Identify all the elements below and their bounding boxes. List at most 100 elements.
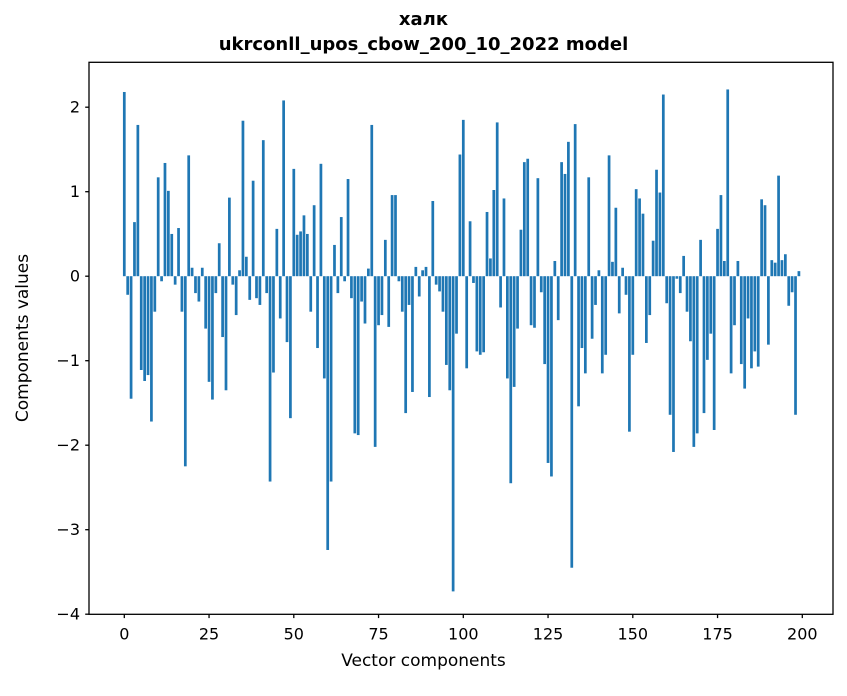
chart-title-line1: халк <box>398 9 449 30</box>
bar-component-120 <box>529 276 533 326</box>
bar-component-152 <box>638 198 641 277</box>
bar-component-80 <box>394 195 397 277</box>
bar-component-27 <box>214 276 218 294</box>
bar-component-83 <box>404 276 408 414</box>
bar-component-11 <box>160 276 163 282</box>
bar-component-153 <box>641 213 645 277</box>
bar-component-100 <box>461 119 465 277</box>
bar-component-39 <box>255 276 258 299</box>
x-axis-label: Vector components <box>341 651 506 671</box>
bar-component-140 <box>597 270 601 277</box>
bar-component-34 <box>238 270 241 277</box>
bar-component-115 <box>512 276 516 387</box>
bar-component-179 <box>729 276 733 374</box>
bar-component-178 <box>726 89 730 277</box>
bar-component-19 <box>187 155 191 277</box>
y-tick-label: 2 <box>70 98 80 117</box>
bar-component-149 <box>628 276 631 432</box>
bar-component-35 <box>241 120 245 277</box>
bar-component-99 <box>458 154 462 277</box>
bar-component-183 <box>743 276 747 389</box>
bar-component-161 <box>668 276 672 415</box>
bar-component-3 <box>133 222 136 277</box>
bar-component-185 <box>750 276 753 369</box>
bar-component-139 <box>594 276 597 305</box>
bar-component-182 <box>739 276 743 365</box>
bar-component-177 <box>722 260 726 277</box>
bar-component-112 <box>502 198 506 277</box>
bar-component-130 <box>563 173 567 277</box>
bar-component-146 <box>617 276 621 314</box>
bar-component-86 <box>414 266 418 277</box>
bar-component-62 <box>333 244 336 277</box>
bar-component-175 <box>716 228 719 277</box>
bar-component-154 <box>645 276 648 343</box>
bar-component-116 <box>516 276 519 329</box>
bar-component-42 <box>265 276 269 294</box>
bar-component-194 <box>780 260 784 277</box>
bar-component-50 <box>292 168 296 277</box>
bar-component-67 <box>350 276 353 299</box>
bar-component-107 <box>485 211 489 277</box>
bar-component-16 <box>177 228 180 277</box>
bar-component-163 <box>675 276 679 279</box>
bar-component-6 <box>143 276 146 381</box>
bar-component-188 <box>760 199 763 277</box>
bar-component-88 <box>421 270 424 277</box>
bar-component-97 <box>451 276 455 592</box>
bar-component-196 <box>787 276 791 306</box>
bar-component-37 <box>248 276 252 300</box>
bar-component-4 <box>136 124 140 277</box>
bar-component-108 <box>489 258 492 277</box>
y-tick-label: 1 <box>70 182 80 201</box>
bar-component-198 <box>794 276 797 415</box>
bar-component-93 <box>438 276 441 292</box>
y-tick-label: −1 <box>56 351 80 370</box>
bar-component-60 <box>326 276 330 550</box>
bar-component-44 <box>272 276 275 373</box>
bar-component-55 <box>309 276 313 312</box>
bar-component-118 <box>522 162 526 277</box>
bar-component-167 <box>689 276 692 342</box>
bar-component-66 <box>346 179 350 277</box>
y-tick-label: −4 <box>56 605 80 624</box>
bar-component-79 <box>390 195 394 277</box>
bar-component-184 <box>746 276 750 319</box>
bar-component-187 <box>756 276 760 367</box>
bar-component-189 <box>763 205 767 277</box>
bar-component-110 <box>495 122 499 277</box>
bar-component-125 <box>546 276 550 463</box>
bar-component-109 <box>492 190 496 277</box>
bar-component-195 <box>783 254 787 277</box>
bar-component-74 <box>373 276 377 447</box>
bar-component-49 <box>289 276 292 419</box>
bar-component-113 <box>506 276 509 379</box>
x-tick-label: 0 <box>119 624 129 643</box>
bar-component-148 <box>624 276 628 295</box>
bar-component-72 <box>367 268 370 277</box>
bar-component-73 <box>370 124 374 277</box>
bar-component-15 <box>173 276 177 285</box>
bar-component-82 <box>400 276 404 312</box>
bar-component-8 <box>150 276 153 422</box>
bar-component-95 <box>444 276 448 365</box>
bar-component-114 <box>509 276 513 484</box>
x-tick-label: 100 <box>448 624 479 643</box>
bar-component-58 <box>319 163 323 277</box>
y-tick-label: 0 <box>70 267 80 286</box>
bar-component-2 <box>129 276 133 399</box>
bar-component-78 <box>387 276 391 327</box>
bar-component-13 <box>167 190 170 277</box>
bar-component-126 <box>550 276 553 477</box>
bar-component-69 <box>356 276 360 436</box>
bar-component-117 <box>519 229 523 277</box>
bar-component-85 <box>411 276 414 392</box>
bar-component-150 <box>631 276 635 355</box>
bar-component-129 <box>560 162 563 277</box>
bar-component-166 <box>685 276 689 312</box>
bar-component-132 <box>570 276 574 568</box>
y-tick-label: −3 <box>56 520 80 539</box>
bar-component-135 <box>580 276 584 349</box>
bar-component-41 <box>261 140 265 277</box>
bar-component-63 <box>336 276 340 294</box>
